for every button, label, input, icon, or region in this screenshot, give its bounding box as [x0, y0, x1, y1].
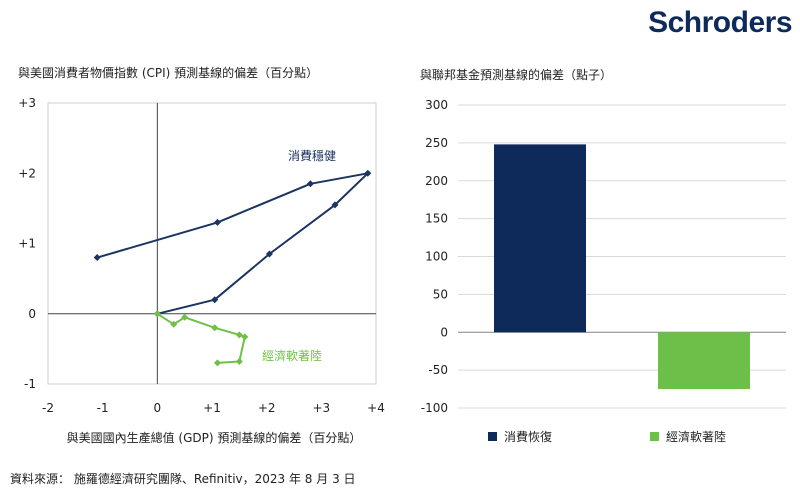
source-note: 資料來源： 施羅德經濟研究團隊、Refinitiv，2023 年 8 月 3 日 — [10, 472, 356, 486]
y-tick-label: +1 — [18, 237, 36, 251]
x-tick-label: +4 — [367, 401, 385, 415]
data-point — [181, 313, 189, 321]
y-tick-label: -100 — [421, 401, 448, 415]
data-point — [170, 320, 178, 328]
x-tick-label: +3 — [312, 401, 330, 415]
x-tick-label: 0 — [154, 401, 162, 415]
cpi-gdp-scatter-chart: -2 -1 0 +1 +2 +3 +4 -1 0 +1 +2 +3 與美國國內生產總值 (GDP) 預測… — [18, 96, 385, 445]
data-point — [213, 218, 221, 226]
data-point — [331, 201, 339, 209]
data-point — [364, 169, 372, 177]
x-axis-title: 與美國國內生產總值 (GDP) 預測基線的偏差（百分點） — [67, 430, 362, 445]
bar — [494, 144, 586, 333]
bar — [658, 332, 750, 390]
legend-swatch — [650, 432, 659, 441]
series-line-2 — [156, 312, 246, 364]
series-label-soft-landing: 經濟軟著陸 — [262, 348, 322, 363]
plot-area — [47, 102, 377, 385]
x-tick-label: +1 — [203, 401, 221, 415]
fed-funds-bar-chart: 300 250 200 150 100 50 0 -50 -100 消費恢復 經濟軟著陸 — [421, 98, 786, 444]
series-line-1 — [96, 172, 369, 315]
y-tick-label: 150 — [425, 212, 448, 226]
x-tick-label: -2 — [42, 401, 54, 415]
data-point — [235, 358, 243, 366]
y-tick-label: 50 — [433, 287, 448, 301]
y-tick-label: -1 — [24, 377, 36, 391]
data-point — [213, 359, 221, 367]
right-chart-title: 與聯邦基金預測基線的偏差（點子） — [420, 68, 613, 82]
left-chart-title: 與美國消費者物價指數 (CPI) 預測基線的偏差（百分點） — [18, 66, 319, 80]
data-point — [241, 333, 249, 341]
y-tick-label: 200 — [425, 174, 448, 188]
legend-label: 消費恢復 — [504, 429, 552, 444]
x-tick-label: +2 — [258, 401, 276, 415]
x-tick-label: -1 — [97, 401, 109, 415]
y-tick-label: 300 — [425, 98, 448, 112]
data-point — [306, 180, 314, 188]
data-point — [211, 324, 219, 332]
data-point — [235, 331, 243, 339]
y-tick-label: +3 — [18, 96, 36, 110]
legend-label: 經濟軟著陸 — [666, 429, 726, 444]
data-point — [93, 254, 101, 262]
data-point — [211, 296, 219, 304]
series-label-consumer-resilient: 消費穩健 — [288, 148, 336, 163]
y-tick-label: 0 — [440, 325, 448, 339]
y-tick-label: +2 — [18, 166, 36, 180]
data-point — [265, 250, 273, 258]
y-tick-label: 100 — [425, 250, 448, 264]
data-point — [153, 310, 161, 318]
legend-swatch — [488, 432, 497, 441]
brand-logo: Schroders — [648, 6, 792, 39]
y-tick-label: 250 — [425, 136, 448, 150]
y-tick-label: -50 — [428, 363, 448, 377]
y-tick-label: 0 — [28, 307, 36, 321]
